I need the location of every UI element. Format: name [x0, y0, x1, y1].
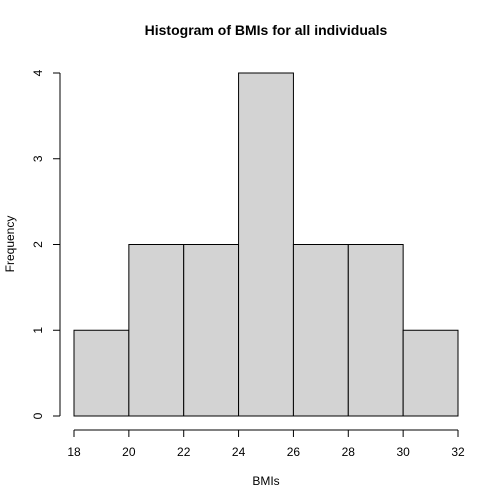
- y-tick-label: 2: [31, 241, 45, 248]
- chart-title: Histogram of BMIs for all individuals: [145, 22, 388, 38]
- histogram-bar-28-30: [347, 244, 404, 417]
- x-tick-label: 26: [287, 445, 301, 459]
- histogram-bar-18-20: [73, 329, 130, 417]
- x-tick-label: 32: [451, 445, 465, 459]
- histogram-bar-20-22: [128, 244, 185, 417]
- x-tick-label: 24: [232, 445, 246, 459]
- y-axis-label: Frequency: [3, 216, 17, 273]
- x-axis: 18 20 22 24 26 28 30 32: [67, 429, 465, 459]
- x-tick-label: 18: [67, 445, 81, 459]
- x-tick-label: 30: [396, 445, 410, 459]
- bars-group: [73, 72, 459, 417]
- histogram-bar-24-26: [238, 72, 294, 417]
- y-axis: 0 1 2 3 4: [31, 69, 61, 419]
- x-tick-label: 22: [177, 445, 191, 459]
- x-axis-label: BMIs: [252, 474, 279, 488]
- histogram-bar-26-28: [292, 244, 349, 417]
- y-tick-label: 3: [31, 155, 45, 162]
- y-tick-label: 1: [31, 327, 45, 334]
- x-tick-label: 28: [342, 445, 356, 459]
- histogram-bar-22-24: [183, 244, 240, 417]
- y-tick-label: 0: [31, 412, 45, 419]
- x-tick-label: 20: [122, 445, 136, 459]
- histogram-bar-30-32: [402, 329, 459, 417]
- y-tick-label: 4: [31, 69, 45, 76]
